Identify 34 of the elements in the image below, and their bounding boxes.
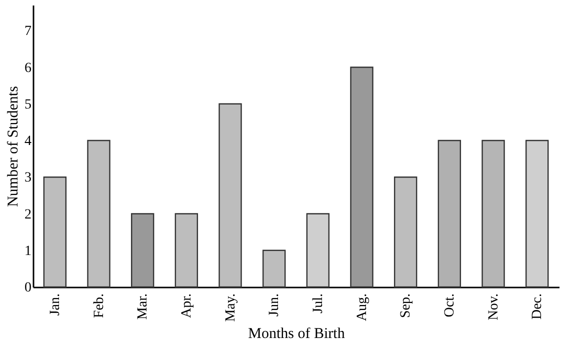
x-tick-label: Nov.	[486, 294, 502, 320]
y-tick-label: 1	[24, 244, 32, 259]
x-tick-label: Mar.	[136, 294, 151, 320]
y-tick-label: 5	[24, 97, 32, 112]
x-tick-label: Jan.	[48, 294, 63, 316]
y-axis-title: Number of Students	[6, 86, 22, 207]
bar	[394, 176, 418, 288]
bar	[43, 176, 67, 288]
bar	[350, 66, 374, 288]
x-tick-label: Dec.	[530, 294, 546, 320]
y-tick-label: 7	[24, 24, 32, 40]
x-tick-label: Sep.	[398, 294, 414, 318]
bar	[130, 213, 154, 288]
bar	[306, 213, 330, 288]
bar	[87, 140, 110, 288]
bar	[262, 250, 286, 288]
y-tick-label: 4	[24, 134, 32, 150]
bar	[218, 103, 242, 288]
x-tick-label: Jul.	[310, 294, 326, 314]
bar	[174, 213, 198, 288]
y-tick-label: 3	[24, 170, 32, 186]
x-axis-title: Months of Birth	[248, 326, 346, 342]
x-tick-label: Aug.	[354, 294, 370, 322]
y-tick-label: 6	[24, 60, 32, 76]
x-tick-label: Apr.	[179, 294, 194, 318]
x-tick-label: Oct.	[442, 294, 458, 318]
bar	[525, 140, 549, 288]
y-tick-label: 0	[24, 280, 32, 296]
bar	[482, 140, 505, 288]
y-tick-label: 2	[24, 207, 32, 222]
bar	[438, 140, 462, 288]
x-tick-label: Feb.	[92, 294, 107, 318]
x-tick-label: May.	[223, 294, 238, 322]
x-tick-label: Jun.	[267, 294, 282, 316]
